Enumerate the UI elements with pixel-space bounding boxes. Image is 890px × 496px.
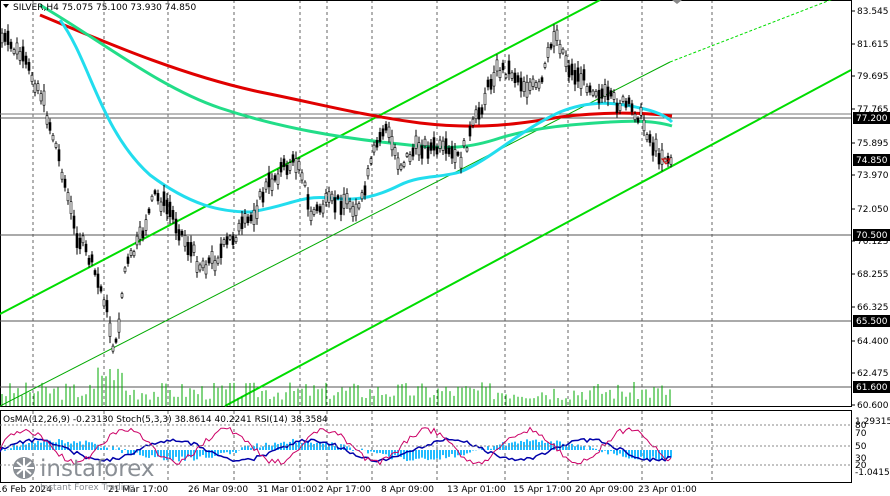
logo-slogan: Instant Forex Trading [40, 483, 135, 493]
time-label: 16 Feb 2024 [0, 485, 52, 495]
74-850-tag: 74.850 [853, 154, 890, 166]
price-tick-label: 79.695 [857, 72, 889, 82]
65-500-tag: 65.500 [853, 315, 890, 327]
channel-mid-line [0, 61, 671, 407]
price-tags: 77.200 74.850 70.500 65.500 61.600 [853, 112, 890, 393]
ma-green-line [39, 3, 673, 149]
70-500-tag: 70.500 [853, 229, 890, 241]
77-200-tag: 77.200 [853, 112, 890, 124]
time-label: 23 Apr 01:00 [638, 485, 697, 495]
price-axis[interactable]: 83.545 81.615 79.695 77.765 75.895 73.970 72.0… [851, 7, 889, 411]
svg-text:77.200: 77.200 [856, 114, 888, 124]
channel-upper-line [0, 0, 601, 315]
indicator-axis-label: 80 [855, 421, 867, 431]
indicator-axis-label: -1.04158 [855, 468, 890, 478]
indicator-axis-label: 1.29315 [855, 417, 890, 427]
time-axis[interactable]: 16 Feb 2024 21 Mar 17:00 26 Mar 09:00 31 Ma… [0, 485, 697, 495]
channel-lower-line [224, 69, 852, 407]
indicator-axis-label: 30 [855, 454, 867, 464]
price-tick-label: 75.895 [857, 139, 889, 149]
price-tick-label: 77.765 [857, 105, 889, 115]
trend-channel [0, 0, 852, 407]
time-label: 2 Apr 17:00 [318, 485, 371, 495]
price-pane[interactable] [0, 0, 852, 407]
price-tick-label: 66.325 [857, 303, 889, 313]
price-tick-label: 62.475 [857, 369, 889, 379]
ma-cyan-line [58, 19, 674, 214]
symbol-info: SILVER,H4 75.075 75.100 73.930 74.850 [13, 3, 197, 13]
volume-bars [1, 367, 671, 406]
scroll-chart-icon[interactable] [672, 0, 682, 4]
svg-text:65.500: 65.500 [856, 317, 888, 327]
price-tick-label: 72.050 [857, 205, 889, 215]
time-label: 20 Apr 09:00 [575, 485, 634, 495]
price-candles [0, 24, 673, 354]
vertical-grid [32, 0, 713, 482]
indicator-axis-label: 20 [855, 461, 867, 471]
svg-text:74.850: 74.850 [856, 156, 888, 166]
time-label: 15 Apr 17:00 [513, 485, 572, 495]
price-tick-label: 83.545 [857, 7, 889, 17]
indicator-axis-label: 50 [855, 442, 867, 452]
indicator-caption: OsMA(12,26,9) -0.23130 Stoch(5,3,3) 38.8… [3, 415, 328, 425]
channel-extension-line [669, 0, 832, 63]
symbol-dropdown-icon[interactable] [3, 4, 9, 8]
price-tick-label: 60.600 [857, 401, 889, 411]
time-label: 31 Mar 01:00 [257, 485, 317, 495]
ma-red-line [39, 13, 673, 128]
time-label: 8 Apr 09:00 [381, 485, 434, 495]
price-tick-label: 73.970 [857, 171, 889, 181]
svg-text:70.500: 70.500 [856, 231, 888, 241]
logo-mark-icon [13, 457, 35, 479]
price-tick-label: 68.255 [857, 270, 889, 280]
61-600-tag: 61.600 [853, 381, 890, 393]
rsi-line [0, 426, 672, 466]
time-label: 13 Apr 01:00 [447, 485, 506, 495]
time-label: 26 Mar 09:00 [188, 485, 248, 495]
instaforex-logo: instaforex Instant Forex Trading [13, 456, 155, 493]
indicator-axis-label: 70 [855, 429, 867, 439]
time-label: 21 Mar 17:00 [108, 485, 168, 495]
price-tick-label: 70.125 [857, 237, 889, 247]
stochastic-line [0, 437, 672, 463]
logo-text: instaforex [40, 456, 155, 482]
price-tick-label: 81.615 [857, 40, 889, 50]
current-price-marker [660, 158, 672, 165]
price-tick-label: 64.400 [857, 337, 889, 347]
svg-text:61.600: 61.600 [856, 383, 888, 393]
